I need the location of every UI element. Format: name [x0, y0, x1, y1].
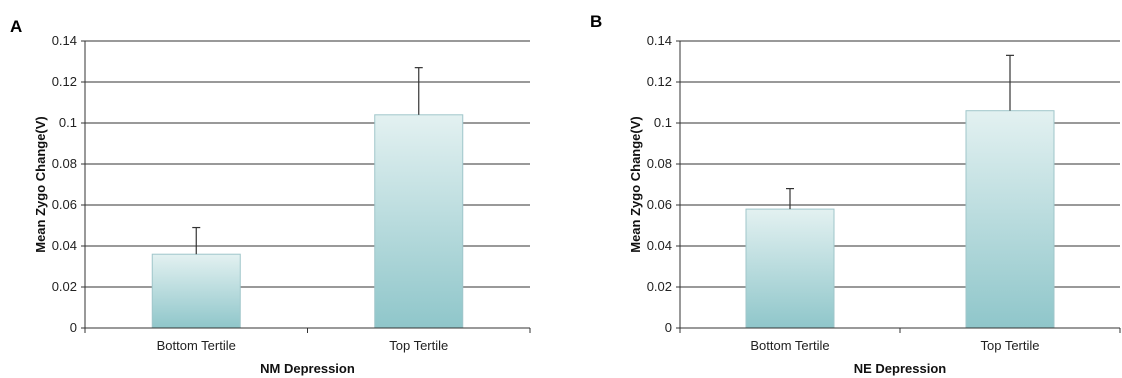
y-tick-label: 0 [665, 320, 672, 335]
category-label: Bottom Tertile [750, 338, 829, 353]
y-tick-label: 0.1 [59, 115, 77, 130]
y-tick-label: 0 [70, 320, 77, 335]
chart-panel-b: B 0 0.02 0.04 0.06 0.08 0.1 0.12 0.14 Bottom Te… [590, 12, 1121, 376]
y-tick-label: 0.08 [52, 156, 77, 171]
y-tick-label: 0.02 [647, 279, 672, 294]
bar [745, 208, 835, 329]
y-axis-title-a: Mean Zygo Change(V) [33, 116, 48, 253]
error-bars-a [192, 67, 423, 255]
y-axis-title-b: Mean Zygo Change(V) [628, 116, 643, 253]
y-tick-label: 0.02 [52, 279, 77, 294]
axes-a [81, 40, 531, 333]
y-tick-label: 0.1 [654, 115, 672, 130]
bar [965, 110, 1055, 329]
grid-lines-a [85, 40, 530, 288]
y-tick-label: 0.04 [647, 238, 672, 253]
y-tick-labels-a: 0 0.02 0.04 0.06 0.08 0.1 0.12 0.14 [52, 33, 77, 335]
y-tick-labels-b: 0 0.02 0.04 0.06 0.08 0.1 0.12 0.14 [647, 33, 672, 335]
axes-b [676, 40, 1121, 333]
y-tick-label: 0.12 [52, 74, 77, 89]
y-tick-label: 0.06 [647, 197, 672, 212]
panel-letter-b: B [590, 12, 602, 31]
bars-b [745, 110, 1055, 329]
y-tick-label: 0.14 [52, 33, 77, 48]
category-labels-b: Bottom Tertile Top Tertile [750, 338, 1039, 353]
error-bars-b [786, 54, 1014, 210]
bar [151, 253, 241, 329]
bars-a [151, 114, 464, 329]
y-tick-label: 0.04 [52, 238, 77, 253]
panel-letter-a: A [10, 17, 22, 36]
y-tick-label: 0.12 [647, 74, 672, 89]
x-axis-title-a: NM Depression [260, 361, 355, 376]
category-labels-a: Bottom Tertile Top Tertile [157, 338, 449, 353]
chart-panel-a: A 0 0.02 0.04 0.06 0.08 0.1 0.12 0.14 Bottom Te… [10, 17, 531, 376]
y-tick-label: 0.14 [647, 33, 672, 48]
category-label: Bottom Tertile [157, 338, 236, 353]
y-tick-label: 0.08 [647, 156, 672, 171]
category-label: Top Tertile [980, 338, 1039, 353]
x-axis-title-b: NE Depression [854, 361, 947, 376]
category-label: Top Tertile [389, 338, 448, 353]
bar [374, 114, 464, 329]
y-tick-label: 0.06 [52, 197, 77, 212]
